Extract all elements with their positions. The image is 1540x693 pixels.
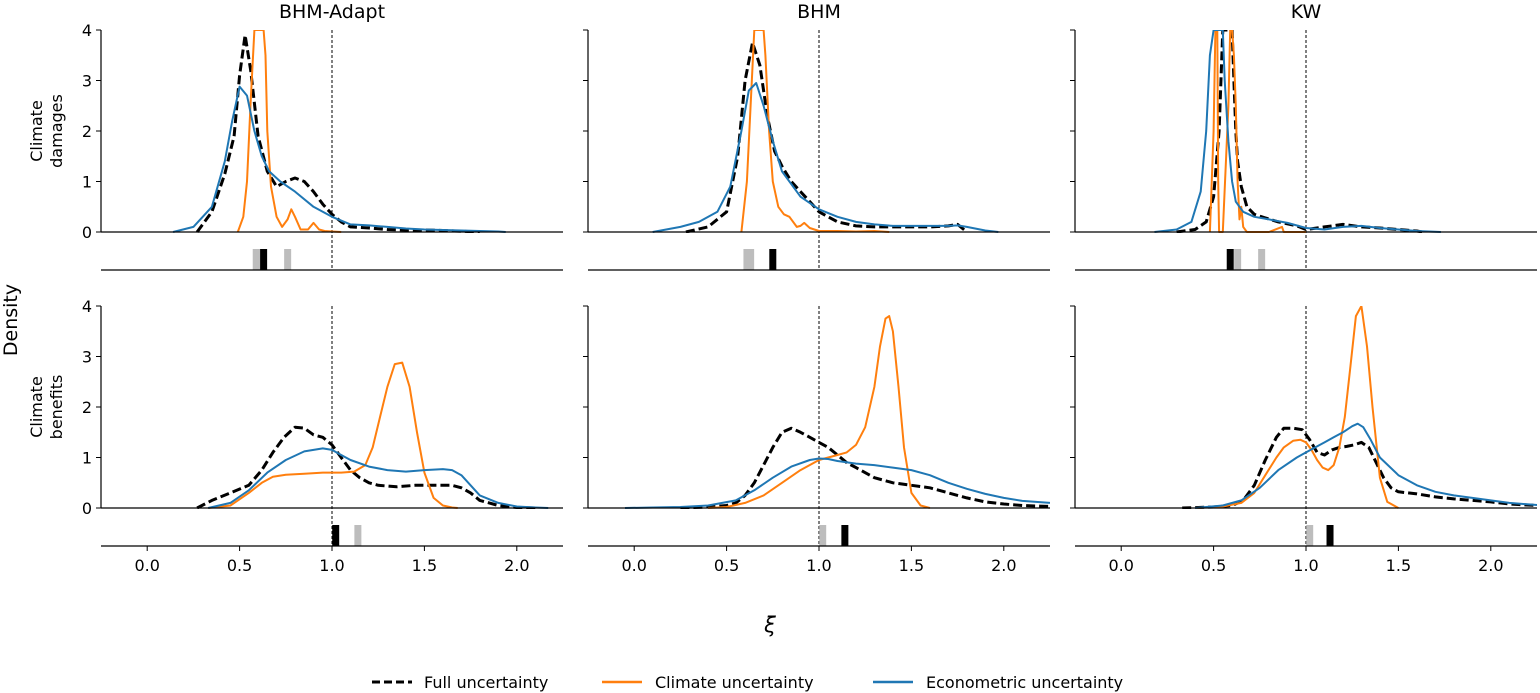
series-line-econometric-uncertainty — [207, 447, 549, 509]
y-tick-label: 3 — [82, 348, 92, 367]
row-label-climate-benefits: benefits — [47, 375, 66, 440]
series-line-full-uncertainty — [196, 425, 536, 509]
rug-marker-light — [1234, 249, 1242, 270]
y-tick-label: 3 — [82, 72, 92, 91]
shared-xlabel: ξ — [763, 613, 776, 637]
column-title-kw: KW — [1291, 1, 1322, 23]
x-tick-label: 0.0 — [621, 556, 646, 575]
rug-marker-light — [354, 525, 362, 546]
rug-marker-dark — [769, 249, 777, 270]
rug-marker-light — [743, 249, 751, 270]
row-label-climate-damages: damages — [47, 94, 66, 168]
shared-ylabel: Density — [0, 284, 22, 356]
rug-marker-dark — [1226, 249, 1234, 270]
row-label-climate-damages: Climate — [27, 100, 46, 162]
series-line-full-uncertainty — [685, 41, 968, 233]
column-title-bhm: BHM — [797, 1, 841, 23]
x-tick-label: 1.5 — [1386, 556, 1411, 575]
density-curves — [1182, 306, 1537, 509]
x-tick-label: 2.0 — [1478, 556, 1503, 575]
density-curves — [1154, 30, 1441, 233]
rug-marker-light — [284, 249, 292, 270]
panel-bhm-climate-damages: BHM — [583, 1, 1050, 271]
series-line-climate-uncertainty — [740, 30, 890, 233]
series-line-climate-uncertainty — [208, 361, 458, 509]
x-tick-label: 0.5 — [1201, 556, 1226, 575]
x-tick-label: 0.0 — [134, 556, 159, 575]
panel-bhm-adapt-climate-benefits: 0 1 2 3 4 Climate benefits 0.0 0.5 1.0 1.5 2.0 — [27, 297, 563, 575]
x-tick-label: 0.5 — [714, 556, 739, 575]
y-tick-label: 0 — [82, 499, 92, 518]
x-tick-label: 0.0 — [1108, 556, 1133, 575]
rug-marker-dark — [841, 525, 849, 546]
rug-marker-dark — [260, 249, 268, 270]
panel-bhm-climate-benefits: 0.0 0.5 1.0 1.5 2.0 — [583, 305, 1050, 575]
x-tick-label: 1.0 — [1293, 556, 1318, 575]
legend-label-climate: Climate uncertainty — [655, 673, 814, 692]
series-line-econometric-uncertainty — [1154, 30, 1441, 233]
density-curves — [172, 30, 506, 233]
y-tick-label: 0 — [82, 223, 92, 242]
series-line-econometric-uncertainty — [652, 82, 999, 233]
series-line-climate-uncertainty — [236, 30, 342, 233]
y-tick-label: 4 — [82, 21, 92, 40]
rug-marker-light — [1306, 525, 1314, 546]
legend-label-econometric: Econometric uncertainty — [926, 673, 1123, 692]
rug-marker-light — [256, 249, 264, 270]
y-tick-label: 1 — [82, 173, 92, 192]
series-line-climate-uncertainty — [1195, 306, 1399, 509]
series-line-full-uncertainty — [680, 426, 1050, 509]
series-line-econometric-uncertainty — [624, 457, 1050, 509]
x-tick-label: 1.0 — [319, 556, 344, 575]
rug-marker-light — [819, 525, 827, 546]
legend: Full uncertainty Climate uncertainty Eco… — [372, 673, 1123, 692]
x-tick-label: 1.0 — [806, 556, 831, 575]
rug-marker-dark — [332, 525, 340, 546]
rug-marker-light — [1258, 249, 1266, 270]
rug-marker-dark — [1326, 525, 1334, 546]
y-tick-label: 1 — [82, 449, 92, 468]
rug-marker-light — [252, 249, 260, 270]
series-line-econometric-uncertainty — [172, 85, 506, 233]
density-curves — [624, 315, 1050, 509]
row-label-climate-benefits: Climate — [27, 376, 46, 438]
density-curves — [196, 361, 549, 509]
series-line-full-uncertainty — [1182, 426, 1537, 509]
x-tick-label: 2.0 — [991, 556, 1016, 575]
series-line-climate-uncertainty — [708, 315, 931, 509]
y-tick-label: 2 — [82, 122, 92, 141]
y-tick-label: 2 — [82, 398, 92, 417]
series-line-econometric-uncertainty — [1195, 422, 1537, 509]
density-curves — [652, 30, 999, 233]
series-line-climate-uncertainty — [1208, 30, 1306, 233]
y-tick-label: 4 — [82, 297, 92, 316]
rug-marker-light — [747, 249, 755, 270]
legend-label-full: Full uncertainty — [424, 673, 548, 692]
panel-kw-climate-benefits: 0.0 0.5 1.0 1.5 2.0 — [1070, 305, 1537, 575]
panel-kw-climate-damages: KW — [1070, 1, 1537, 271]
series-line-full-uncertainty — [195, 33, 480, 233]
x-tick-label: 0.5 — [227, 556, 252, 575]
x-tick-label: 1.5 — [899, 556, 924, 575]
x-tick-label: 2.0 — [504, 556, 529, 575]
x-tick-label: 1.5 — [412, 556, 437, 575]
panel-bhm-adapt-climate-damages: BHM-Adapt 0 1 2 3 4 Climate damages — [27, 1, 563, 271]
column-title-bhm-adapt: BHM-Adapt — [279, 1, 385, 23]
